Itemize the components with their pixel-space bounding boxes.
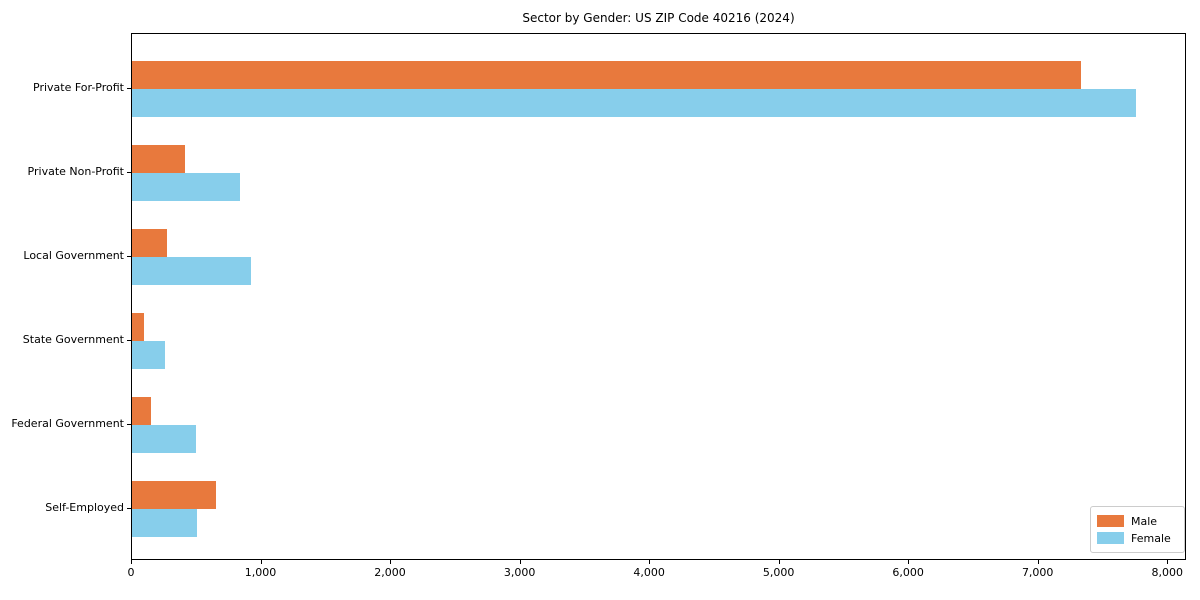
xtick-label: 5,000 xyxy=(762,566,795,579)
ytick-mark xyxy=(127,424,131,425)
xtick-mark xyxy=(1037,560,1039,564)
bar-male-4 xyxy=(132,397,151,425)
chart-title: Sector by Gender: US ZIP Code 40216 (202… xyxy=(522,11,795,25)
legend: Male Female xyxy=(1090,506,1185,553)
legend-label: Female xyxy=(1131,531,1171,545)
ytick-mark xyxy=(127,172,131,173)
ytick-label: State Government xyxy=(22,333,124,346)
xtick-mark xyxy=(1167,560,1169,564)
ytick-mark xyxy=(127,256,131,257)
ytick-label: Federal Government xyxy=(11,417,124,430)
ytick-mark xyxy=(127,508,131,509)
xtick-mark xyxy=(519,560,521,564)
ytick-label: Private For-Profit xyxy=(33,81,124,94)
xtick-label: 8,000 xyxy=(1151,566,1183,579)
ytick-label: Private Non-Profit xyxy=(27,165,124,178)
bar-male-0 xyxy=(132,61,1082,89)
xtick-mark xyxy=(649,560,651,564)
legend-row-female: Female xyxy=(1097,532,1178,545)
legend-row-male: Male xyxy=(1097,515,1178,528)
xtick-label: 2,000 xyxy=(374,566,406,579)
xtick-label: 3,000 xyxy=(503,566,536,579)
bar-male-1 xyxy=(132,145,186,173)
xtick-mark xyxy=(131,560,132,564)
bar-female-1 xyxy=(132,173,241,201)
bar-female-4 xyxy=(132,425,197,453)
bar-female-5 xyxy=(132,509,197,537)
bar-female-3 xyxy=(132,341,166,369)
xtick-label: 0 xyxy=(127,566,135,579)
legend-swatch-male xyxy=(1097,515,1124,527)
xtick-label: 6,000 xyxy=(892,566,924,579)
bar-male-5 xyxy=(132,481,216,509)
bar-female-0 xyxy=(132,89,1137,117)
ytick-label: Local Government xyxy=(23,249,124,262)
plot-area xyxy=(131,33,1186,560)
xtick-label: 4,000 xyxy=(633,566,665,579)
legend-label: Male xyxy=(1131,514,1158,528)
bar-female-2 xyxy=(132,257,251,285)
legend-swatch-female xyxy=(1097,532,1124,544)
xtick-mark xyxy=(778,560,780,564)
xtick-label: 7,000 xyxy=(1021,566,1054,579)
xtick-mark xyxy=(908,560,910,564)
bar-male-3 xyxy=(132,313,144,341)
xtick-label: 1,000 xyxy=(244,566,277,579)
xtick-mark xyxy=(260,560,262,564)
ytick-mark xyxy=(127,340,131,341)
ytick-label: Self-Employed xyxy=(45,501,124,514)
bar-male-2 xyxy=(132,229,167,257)
xtick-mark xyxy=(390,560,392,564)
ytick-mark xyxy=(127,88,131,89)
